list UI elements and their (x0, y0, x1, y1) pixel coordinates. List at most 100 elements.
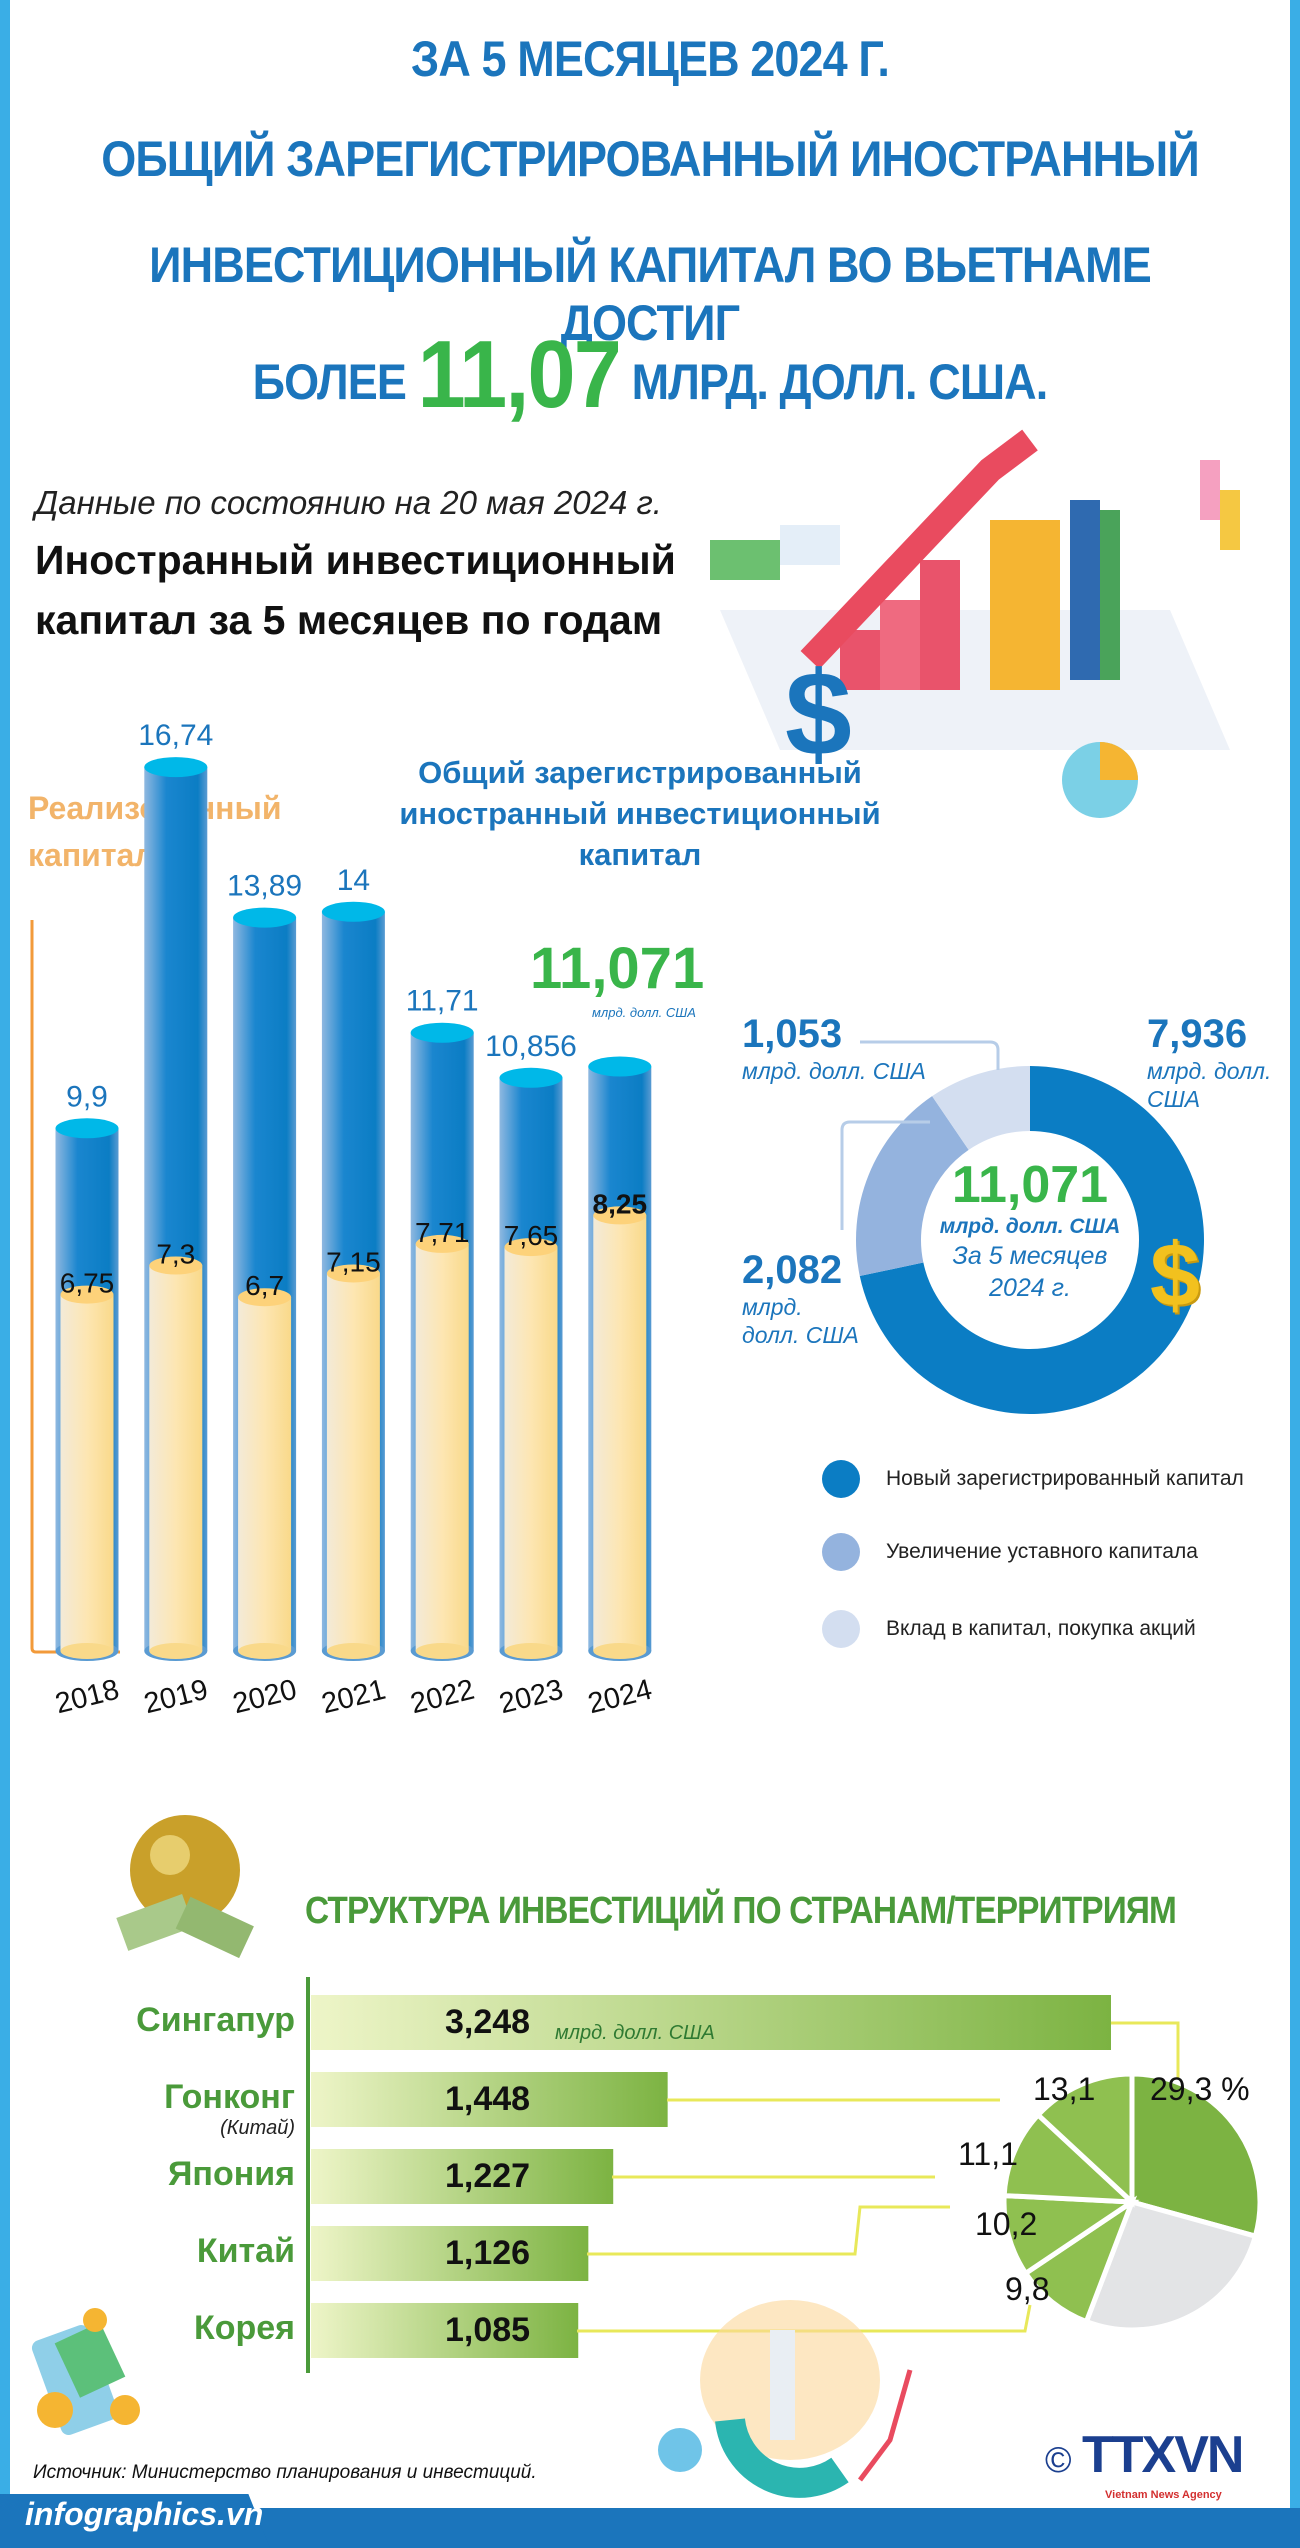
right-border (1290, 0, 1300, 2548)
bar-group-2022: 11,71 7,71 2022 (406, 985, 479, 1721)
title-line-4: БОЛЕЕ 11,07 МЛРД. ДОЛЛ. США. (65, 320, 1235, 430)
country-bar-value: 1,227 (445, 2157, 531, 2195)
realized-bar-cap (326, 1264, 380, 1283)
finance-illustration: $ (710, 429, 1240, 818)
logo-subtitle: Vietnam News Agency (1105, 2489, 1222, 2501)
pie-slice (1129, 2071, 1263, 2240)
country-label: Япония (168, 2155, 295, 2194)
registered-value-label: 13,89 (227, 870, 302, 903)
registered-value-label: 10,856 (485, 1030, 577, 1063)
donut-center-period2: 2024 г. (989, 1274, 1071, 1302)
pie-slice-label: 29,3 % (1150, 2071, 1250, 2107)
realized-bar-base (593, 1643, 647, 1659)
donut-label-unit: млрд. долл. (1147, 1058, 1272, 1084)
total-capital-label: Общий зарегистрированный иностранный инв… (399, 755, 881, 872)
donut-label-shares: 1,053 млрд. долл. США (742, 1012, 926, 1085)
country-bar (311, 2303, 579, 2358)
country-note: (Китай) (220, 2117, 295, 2139)
realized-bar-base (504, 1643, 558, 1659)
legend-label: Увеличение уставного капитала (886, 1540, 1198, 1563)
registered-bar-cap (233, 907, 297, 928)
country-label: Гонконг (Китай) (164, 2078, 295, 2140)
donut-label-unit2: США (1147, 1086, 1201, 1112)
realized-bracket (30, 920, 120, 1654)
registered-bar-cap (588, 1056, 652, 1077)
legend-label: Вклад в капитал, покупка акций (886, 1617, 1196, 1640)
title-line-3: ИНВЕСТИЦИОННЫЙ КАПИТАЛ ВО ВЬЕТНАМЕ ДОСТИ… (149, 237, 1152, 351)
title-line-2: ОБЩИЙ ЗАРЕГИСТРИРОВАННЫЙ ИНОСТРАННЫЙ (101, 131, 1199, 187)
section2-title: СТРУКТУРА ИНВЕСТИЦИЙ ПО СТРАНАМ/ТЕРРИТРИ… (305, 1890, 1177, 1932)
dollar-icon: $ (1150, 1226, 1201, 1326)
donut-label-unit: млрд. долл. США (742, 1058, 926, 1084)
title-line-1: ЗА 5 МЕСЯЦЕВ 2024 Г. (411, 31, 890, 87)
country-bar-value: 1,448 (445, 2080, 531, 2118)
pie-slice-label: 9,8 (1005, 2271, 1049, 2307)
donut-connectors (840, 1040, 1000, 1230)
country-bar-chart: 29,3 % 9,8 10,2 11,1 13,1 (306, 1977, 1263, 2373)
donut-center: 11,071 млрд. долл. США За 5 месяцев 2024… (920, 1155, 1140, 1303)
title-post: МЛРД. ДОЛЛ. США. (631, 354, 1049, 410)
country-bar (311, 2226, 589, 2281)
year-label: 2023 (496, 1674, 566, 1721)
realized-value-label: 7,65 (504, 1220, 559, 1251)
country-label: Корея (194, 2309, 295, 2348)
realized-bar (326, 1273, 380, 1651)
donut-label-unit2: долл. США (742, 1322, 859, 1348)
footer-tab (0, 2494, 270, 2548)
bar-group-2020: 13,89 6,7 2020 (227, 870, 302, 1721)
country-bar-value: 1,126 (445, 2234, 531, 2272)
connector-line (587, 2205, 950, 2256)
country-name: Корея (193, 2309, 295, 2347)
pie-slice (1034, 2071, 1135, 2208)
donut-label-new: 7,936 млрд. долл. США (1147, 1012, 1271, 1113)
realized-bar-base (326, 1643, 380, 1659)
country-name: Япония (167, 2155, 295, 2193)
country-label: Китай (197, 2232, 295, 2271)
donut-slice (856, 1096, 969, 1277)
country-bar-value: 3,248 (445, 2003, 531, 2041)
source-note: Источник: Министерство планирования и ин… (33, 2462, 537, 2483)
realized-bar-base (149, 1643, 203, 1659)
country-bar-value: 1,085 (445, 2311, 531, 2349)
phone-money-icon (31, 2308, 140, 2435)
donut-slice (859, 1066, 1204, 1414)
pie-slice (1083, 2198, 1259, 2333)
total-capital-value: 11,071 (530, 936, 705, 1001)
section1-title: Иностранный инвестиционный капитал за 5 … (35, 530, 676, 650)
legend-share-purchase: Вклад в капитал, покупка акций (822, 1610, 1196, 1648)
realized-value-label: 7,71 (415, 1217, 470, 1248)
donut-center-period1: За 5 месяцев (952, 1242, 1108, 1270)
realized-bar-cap (238, 1288, 292, 1307)
registered-bar-cap (321, 901, 385, 922)
donut-label-unit: млрд. (742, 1294, 803, 1320)
realized-bar-base (415, 1643, 469, 1659)
registered-value-label: 11,71 (406, 985, 479, 1018)
country-name: Сингапур (136, 2001, 295, 2039)
left-border (0, 0, 10, 2548)
country-bar-unit: млрд. долл. США (555, 2022, 715, 2044)
realized-bar (60, 1294, 114, 1651)
legend-swatch (822, 1533, 860, 1571)
realized-bar-cap (60, 1285, 114, 1304)
svg-text:$: $ (785, 647, 852, 781)
total-capital-unit: млрд. долл. США (592, 1005, 696, 1020)
realized-bar-cap (149, 1256, 203, 1275)
footer-site-link[interactable]: infographics.vn (25, 2496, 264, 2532)
donut-center-value: 11,071 (951, 1156, 1109, 1214)
bar-group-2021: 14 7,15 2021 (318, 864, 388, 1720)
year-label: 2020 (230, 1674, 300, 1721)
title-pre: БОЛЕЕ (252, 354, 407, 410)
country-bar (311, 1995, 1111, 2050)
year-label: 2022 (407, 1674, 477, 1721)
realized-bar (593, 1215, 647, 1651)
legend-new-capital: Новый зарегистрированный капитал (822, 1460, 1244, 1498)
country-bar (311, 2149, 614, 2204)
analyst-illustration (658, 2300, 913, 2498)
registered-bar-cap (410, 1022, 474, 1043)
year-label: 2024 (585, 1674, 655, 1721)
registered-bar-cap (55, 1118, 119, 1139)
section1-title-line2: капитал за 5 месяцев по годам (35, 597, 663, 643)
realized-bar (149, 1265, 203, 1651)
section1-title-line1: Иностранный инвестиционный (35, 537, 676, 583)
registered-bar-cap (144, 757, 208, 778)
